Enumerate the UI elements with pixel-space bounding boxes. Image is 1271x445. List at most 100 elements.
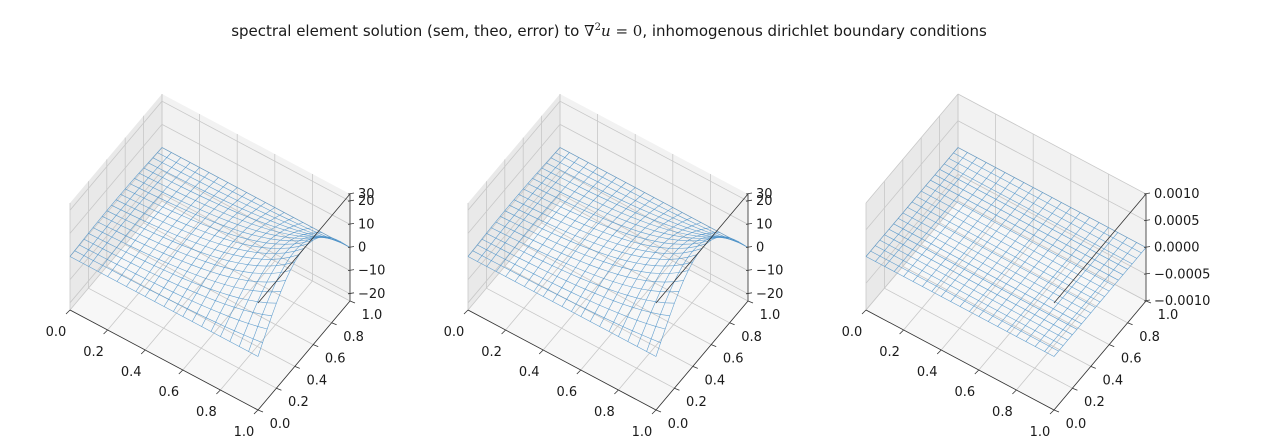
surface-line [541,167,730,239]
x-tick-label: 0.2 [481,345,502,360]
grid-line [69,170,163,280]
z-axis-edge [655,193,749,304]
grid-line [143,222,332,324]
y-tick [1090,366,1096,369]
y-tick-label: 1.0 [760,308,781,323]
x-tick [936,349,942,355]
x-tick [103,329,108,335]
z-tick-label: 0.0005 [1154,214,1200,229]
y-tick-label: 0.0 [668,417,689,432]
y-tick [692,366,698,369]
x-tick-label: 0.8 [196,405,217,420]
surface-line [978,207,1072,317]
grid-line [161,123,351,225]
y-tick-label: 0.8 [1139,330,1160,345]
surface-line [148,162,337,240]
surface-line [599,217,692,327]
surface-line [527,183,716,242]
x-tick-label: 0.6 [158,385,179,400]
y-tick [1109,344,1115,347]
surface-line [518,194,707,249]
x-tick [65,309,71,315]
x-tick-label: 0.0 [444,325,465,340]
y-tick [747,300,754,304]
surface-line [536,172,726,238]
y-tick [1053,409,1060,413]
grid-line [523,244,712,345]
y-tick [1145,300,1152,304]
z-tick-label: 0 [358,241,366,256]
z-tick [347,292,355,295]
surface-line [636,235,730,347]
surface-line [555,152,744,245]
z-tick [745,222,753,225]
grid-line [957,120,1147,222]
x-tick [216,389,221,395]
x-tick-label: 0.6 [556,385,577,400]
x-tick-label: 0.2 [83,345,104,360]
y-tick-label: 0.8 [741,330,762,345]
surface-line [969,202,1062,312]
grid-line [467,170,561,280]
grid-line [865,120,959,231]
grid-line [865,173,959,284]
surface-line [618,227,711,337]
surface-line [580,207,673,317]
surface-line [589,212,683,322]
grid-line [69,100,163,211]
surface-line [134,178,323,239]
grid-line [978,260,1072,371]
surface-line [1006,222,1100,332]
x-tick [501,329,506,335]
x-tick [899,329,904,335]
surface-line [229,232,322,342]
z-tick-label: 20 [756,194,773,209]
y-tick-label: 1.0 [362,308,383,323]
y-tick-label: 0.0 [270,417,291,432]
grid-line [467,100,561,211]
grid-line [559,100,749,202]
grid-line [504,266,693,367]
grid-line [220,280,313,391]
z-tick [347,222,355,225]
grid-line [467,124,561,234]
grid-line [107,220,200,331]
z-tick [745,292,753,295]
z-tick-label: 10 [756,217,773,232]
floor-pane [70,201,350,410]
surface-line [1025,232,1119,342]
z-tick-label: −10 [756,264,783,279]
y-tick [294,366,300,369]
surface-line [571,202,664,312]
panel-sem: 0.0 0.2 0.4 0.6 0.8 1.0 0.0 0.2 0.4 0.6 0.8 1.0 −20 −… [46,94,385,440]
grid-line [865,93,959,204]
z-tick [347,199,355,202]
surface-line [627,232,720,342]
y-tick [1072,387,1078,391]
y-tick [655,409,662,413]
z-tick [347,269,355,272]
y-axis-line [655,300,749,411]
x-tick [1012,389,1017,395]
x-tick-label: 1.0 [1030,425,1051,440]
z-tick-label: 0.0000 [1154,241,1200,256]
z-axis-edge [257,193,351,304]
surface-line [138,172,328,238]
grid-line [161,200,351,302]
x-tick-label: 0.4 [917,365,938,380]
z-tick-label: −10 [358,264,385,279]
title-power: 2 [594,22,601,33]
surface-line [157,152,346,245]
wireframe-surface [467,147,749,357]
surface-line [182,207,275,317]
grid-line [865,200,959,311]
surface-line [1044,242,1137,352]
surface-line [546,162,735,240]
surface-line [550,157,739,243]
z-tick-label: 30 [358,187,375,202]
grid-line [106,266,295,367]
title-suffix: , inhomogenous dirichlet boundary condit… [642,22,987,40]
grid-line [940,240,1034,351]
z-tick-label: −0.0005 [1154,267,1210,282]
floor-pane [468,201,748,410]
